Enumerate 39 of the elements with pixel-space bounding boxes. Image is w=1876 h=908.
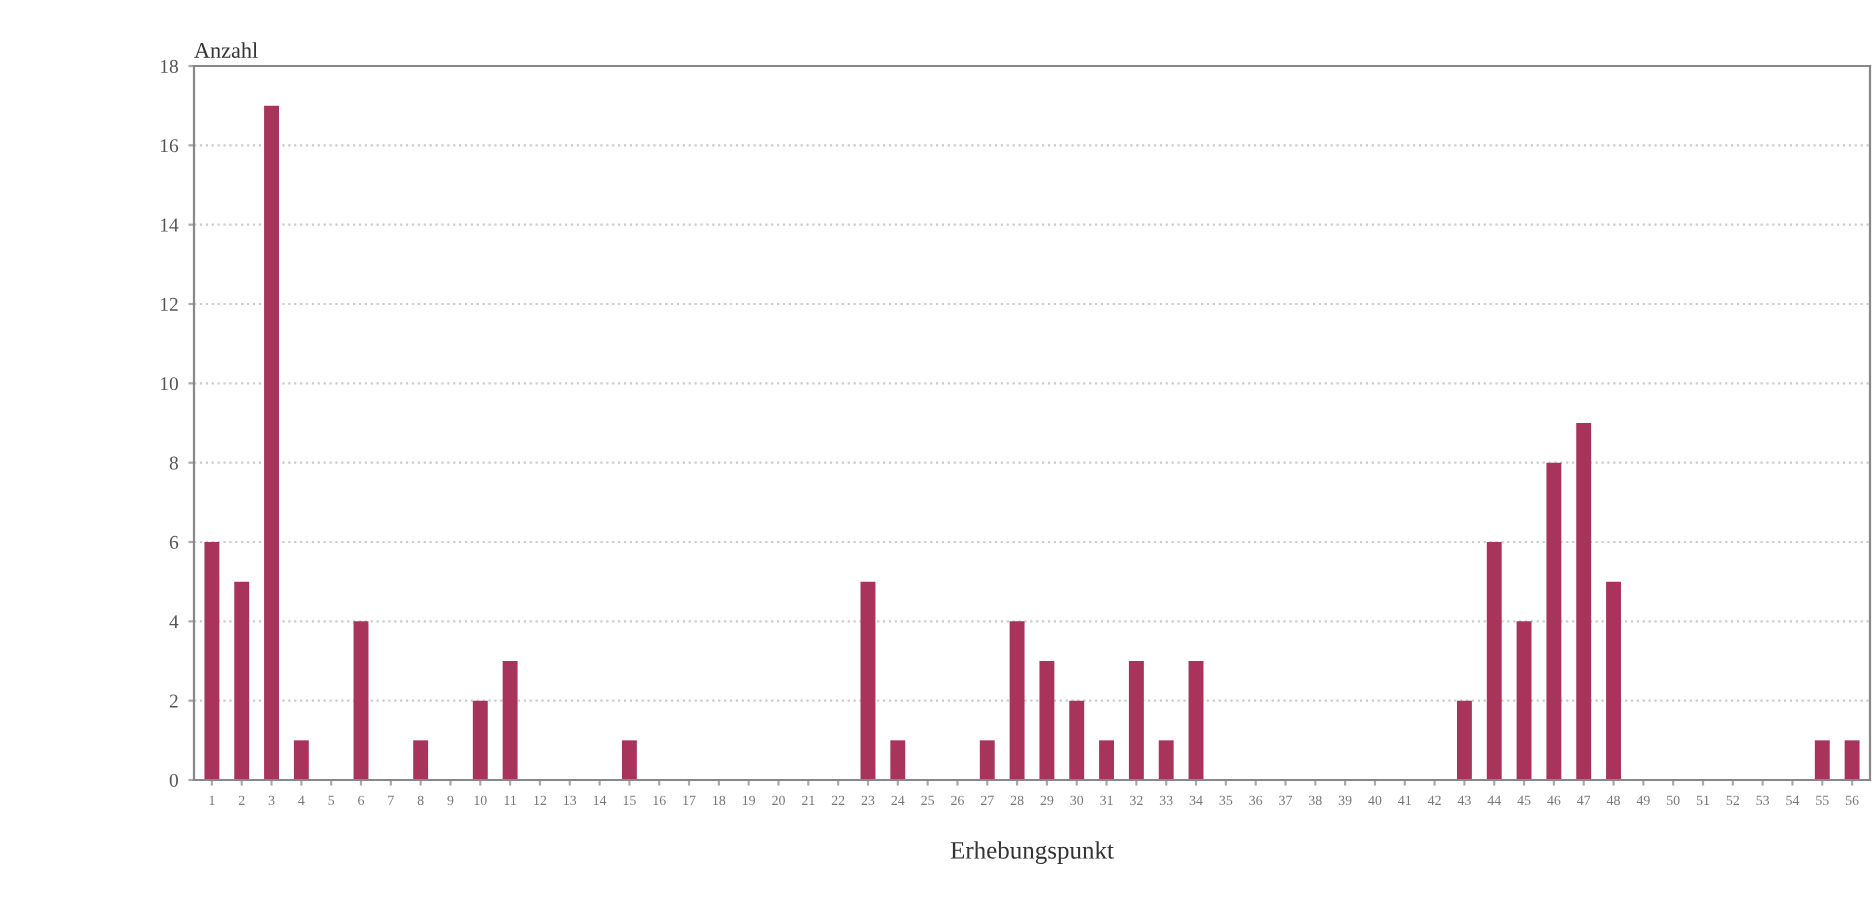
y-tick-label: 8 xyxy=(169,456,178,470)
bar xyxy=(1099,740,1115,780)
bar xyxy=(1844,740,1860,780)
bar xyxy=(472,700,488,780)
bar xyxy=(890,740,906,780)
y-tick-label: 18 xyxy=(160,59,178,73)
x-axis-title: Erhebungspunkt xyxy=(950,841,1114,864)
bar xyxy=(1546,462,1562,780)
bar xyxy=(1456,700,1472,780)
bar xyxy=(1486,542,1502,780)
bar xyxy=(1576,423,1592,780)
bar xyxy=(204,542,220,780)
bar xyxy=(502,661,518,780)
bar xyxy=(1516,621,1532,780)
bar xyxy=(860,581,876,780)
y-tick-label: 2 xyxy=(169,694,178,708)
y-tick-label: 16 xyxy=(160,139,179,153)
bar xyxy=(979,740,995,780)
bar xyxy=(234,581,250,780)
bar xyxy=(293,740,309,780)
y-tick-label: 0 xyxy=(169,773,178,787)
bar xyxy=(1069,700,1085,780)
y-tick-label: 4 xyxy=(169,615,179,629)
y-tick-label: 6 xyxy=(169,535,179,549)
y-axis-title: Anzahl xyxy=(194,42,258,58)
bar xyxy=(1009,621,1025,780)
bar xyxy=(1606,581,1621,780)
bar xyxy=(353,621,369,780)
bar xyxy=(621,740,637,780)
bar xyxy=(1814,740,1830,780)
bar xyxy=(1039,661,1055,780)
y-tick-label: 10 xyxy=(160,377,178,391)
y-tick-label: 12 xyxy=(160,297,178,311)
bar xyxy=(413,740,429,780)
y-tick-label: 14 xyxy=(160,218,179,232)
bar xyxy=(264,105,279,780)
bar xyxy=(1128,661,1144,780)
bar xyxy=(1188,661,1204,780)
bar xyxy=(1158,740,1174,780)
